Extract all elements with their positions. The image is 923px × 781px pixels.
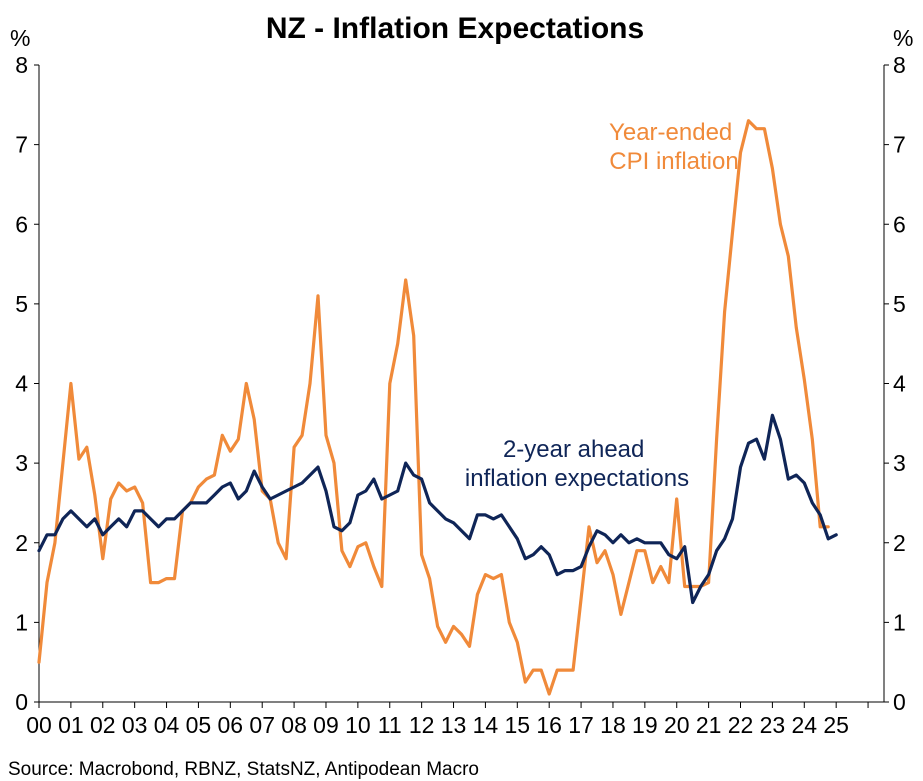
left-axis-unit: % bbox=[10, 25, 30, 51]
cpi-inflation-line bbox=[37, 119, 830, 696]
x-tick-label: 14 bbox=[473, 712, 499, 738]
chart-title: NZ - Inflation Expectations bbox=[266, 12, 644, 45]
right-y-tick-label: 8 bbox=[893, 52, 906, 78]
right-y-tick-label: 5 bbox=[893, 291, 906, 317]
x-tick-label: 22 bbox=[728, 712, 754, 738]
x-tick-label: 20 bbox=[664, 712, 690, 738]
x-tick-label: 16 bbox=[536, 712, 562, 738]
expectations-label-line-2: inflation expectations bbox=[465, 465, 689, 492]
left-y-tick-label: 2 bbox=[15, 530, 28, 556]
x-tick-label: 24 bbox=[791, 712, 817, 738]
x-tick-label: 23 bbox=[760, 712, 786, 738]
left-y-tick-label: 1 bbox=[15, 609, 28, 635]
x-tick-label: 04 bbox=[154, 712, 180, 738]
right-y-tick-label: 7 bbox=[893, 132, 906, 158]
right-axis-unit: % bbox=[893, 25, 913, 51]
left-y-tick-label: 7 bbox=[15, 132, 28, 158]
cpi-label-line-2: CPI inflation bbox=[609, 148, 738, 175]
cpi-series-label: Year-ended CPI inflation bbox=[609, 119, 739, 175]
cpi-label-line-1: Year-ended bbox=[609, 119, 732, 146]
x-tick-label: 08 bbox=[281, 712, 307, 738]
x-tick-label: 00 bbox=[26, 712, 52, 738]
right-y-tick-label: 3 bbox=[893, 450, 906, 476]
left-y-tick-label: 4 bbox=[15, 371, 28, 397]
x-tick-label: 19 bbox=[632, 712, 658, 738]
x-tick-label: 25 bbox=[823, 712, 849, 738]
x-tick-label: 13 bbox=[441, 712, 467, 738]
x-axis: 00 01 02 03 04 05 06 07 08 09 10 11 12 13 14 15 16 17 18 19… bbox=[26, 701, 884, 738]
expectations-series-label: 2-year ahead inflation expectations bbox=[465, 436, 689, 492]
series-lines bbox=[37, 119, 838, 696]
left-y-tick-label: 0 bbox=[15, 689, 28, 715]
right-y-tick-label: 6 bbox=[893, 211, 906, 237]
right-y-tick-label: 0 bbox=[893, 689, 906, 715]
x-tick-label: 09 bbox=[313, 712, 339, 738]
x-tick-label: 15 bbox=[505, 712, 531, 738]
right-y-tick-label: 1 bbox=[893, 609, 906, 635]
left-y-tick-label: 5 bbox=[15, 291, 28, 317]
x-tick-label: 07 bbox=[249, 712, 275, 738]
right-y-tick-label: 4 bbox=[893, 371, 906, 397]
source-note: Source: Macrobond, RBNZ, StatsNZ, Antipo… bbox=[8, 759, 479, 780]
right-y-tick-label: 2 bbox=[893, 530, 906, 556]
left-y-axis: 0 1 2 3 4 5 6 7 8 bbox=[15, 52, 40, 715]
x-tick-label: 18 bbox=[600, 712, 626, 738]
right-y-axis: 0 1 2 3 4 5 6 7 8 bbox=[883, 52, 906, 715]
left-y-tick-label: 6 bbox=[15, 211, 28, 237]
x-tick-label: 01 bbox=[58, 712, 84, 738]
x-tick-label: 10 bbox=[345, 712, 371, 738]
x-tick-label: 05 bbox=[186, 712, 212, 738]
left-y-tick-label: 3 bbox=[15, 450, 28, 476]
x-tick-label: 17 bbox=[568, 712, 594, 738]
inflation-expectations-line bbox=[37, 413, 838, 605]
x-tick-label: 11 bbox=[378, 712, 402, 738]
x-tick-label: 21 bbox=[696, 712, 722, 738]
x-tick-label: 06 bbox=[218, 712, 244, 738]
x-tick-label: 02 bbox=[90, 712, 116, 738]
x-tick-label: 03 bbox=[122, 712, 148, 738]
left-y-tick-label: 8 bbox=[15, 52, 28, 78]
x-tick-label: 12 bbox=[409, 712, 435, 738]
expectations-label-line-1: 2-year ahead bbox=[503, 436, 644, 463]
